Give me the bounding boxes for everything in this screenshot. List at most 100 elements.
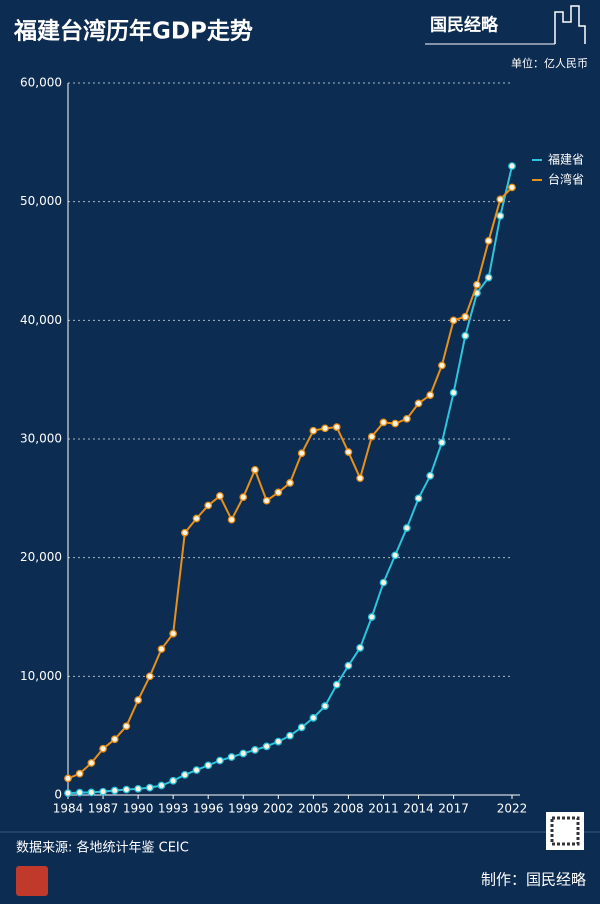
point: [204, 501, 213, 510]
source: 数据来源: 各地统计年鉴 CEIC: [16, 840, 189, 856]
point: [309, 714, 318, 722]
point: [391, 551, 400, 560]
point: [391, 419, 400, 428]
point: [251, 746, 259, 754]
x-tick-label: 1990: [123, 802, 154, 816]
point: [145, 672, 154, 681]
point: [87, 788, 96, 797]
legend-label: 福建省: [548, 152, 584, 167]
x-tick-label: 1987: [88, 802, 119, 816]
point: [204, 761, 213, 770]
point: [274, 488, 283, 497]
point: [251, 466, 259, 474]
x-tick-label: 1993: [158, 802, 189, 816]
point: [402, 414, 411, 423]
x-tick-label: 2008: [333, 802, 364, 816]
x-tick-label: 2014: [403, 802, 434, 816]
point: [75, 788, 84, 797]
point: [402, 524, 411, 532]
x-tick-label: 1996: [193, 802, 224, 816]
credit: 制作：国民经略: [481, 871, 586, 889]
point: [438, 361, 446, 370]
point: [367, 432, 376, 441]
point: [110, 786, 119, 795]
point: [157, 645, 166, 653]
point: [216, 492, 224, 500]
point: [239, 493, 248, 501]
point: [414, 399, 423, 408]
point: [449, 316, 458, 325]
point: [122, 722, 131, 731]
point: [87, 759, 96, 767]
point: [64, 774, 72, 783]
point: [321, 424, 329, 433]
point: [274, 737, 283, 746]
point: [309, 426, 318, 435]
point: [216, 756, 224, 765]
point: [262, 496, 271, 505]
point: [426, 471, 435, 480]
footer-logo: [16, 866, 48, 896]
point: [496, 212, 505, 220]
x-tick-label: 2002: [263, 802, 294, 816]
y-tick-label: 60,000: [20, 76, 62, 90]
x-tick-label: 1984: [53, 802, 84, 816]
point: [262, 742, 271, 751]
point: [414, 494, 423, 503]
point: [344, 448, 353, 456]
point: [75, 769, 84, 778]
point: [484, 273, 493, 282]
point: [157, 781, 166, 790]
brand: 国民经略: [430, 15, 499, 36]
point: [239, 749, 248, 758]
point: [332, 680, 341, 689]
point: [484, 236, 493, 245]
x-tick-label: 2022: [497, 802, 528, 816]
point: [344, 661, 353, 670]
point: [379, 418, 388, 427]
unit: 单位：亿人民币: [511, 56, 588, 70]
point: [99, 787, 107, 796]
point: [461, 331, 470, 340]
point: [473, 280, 481, 289]
point: [461, 312, 470, 321]
point: [64, 789, 72, 797]
point: [449, 388, 458, 397]
x-tick-label: 2005: [298, 802, 329, 816]
y-tick-label: 0: [54, 788, 62, 802]
point: [367, 613, 376, 621]
point: [192, 766, 201, 774]
legend-label: 台湾省: [548, 172, 584, 187]
point: [227, 515, 236, 524]
point: [379, 578, 388, 587]
point: [192, 514, 201, 523]
point: [321, 702, 329, 710]
point: [297, 449, 306, 458]
point: [169, 629, 178, 638]
point: [134, 696, 142, 704]
x-tick-label: 2017: [438, 802, 469, 816]
chart-title: 福建台湾历年GDP走势: [13, 18, 253, 45]
y-tick-label: 10,000: [20, 669, 62, 683]
y-tick-label: 30,000: [20, 432, 62, 446]
point: [227, 753, 236, 761]
brand-icon: [554, 5, 586, 44]
y-tick-label: 50,000: [20, 194, 62, 208]
y-tick-label: 20,000: [20, 550, 62, 564]
point: [169, 776, 178, 785]
point: [122, 785, 131, 794]
point: [508, 162, 516, 170]
x-tick-label: 1999: [228, 802, 259, 816]
point: [496, 195, 505, 204]
point: [110, 735, 119, 744]
y-tick-label: 40,000: [20, 313, 62, 327]
point: [426, 391, 435, 399]
point: [356, 474, 364, 483]
point: [180, 528, 189, 537]
point: [356, 644, 364, 652]
x-tick-label: 2011: [368, 802, 399, 816]
qr-pattern: [550, 816, 580, 846]
point: [134, 784, 142, 793]
point: [286, 731, 294, 740]
